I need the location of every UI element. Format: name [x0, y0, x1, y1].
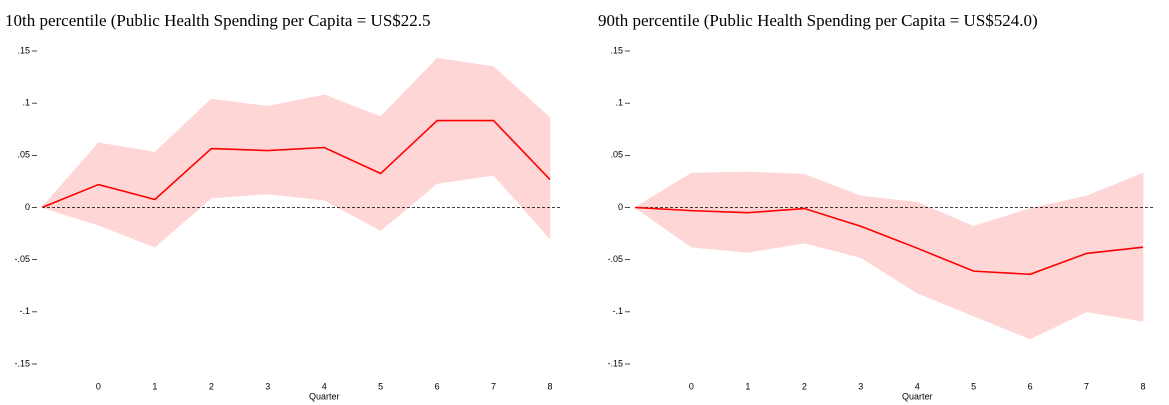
x-tick-label: 4	[915, 381, 920, 391]
x-tick-label: 3	[858, 381, 863, 391]
confidence-band	[1086, 172, 1144, 322]
x-tick-label: 7	[491, 381, 496, 391]
x-tick-label: 2	[209, 381, 214, 391]
x-tick-label: 7	[1084, 381, 1089, 391]
x-tick-label: 3	[265, 381, 270, 391]
x-tick-label: 0	[96, 381, 101, 391]
x-tick-label: 5	[378, 381, 383, 391]
x-axis-label: Quarter	[309, 391, 340, 401]
confidence-band	[804, 173, 862, 258]
y-tick-label: .15	[610, 45, 623, 55]
x-tick-label: 8	[1140, 381, 1145, 391]
y-tick-label: .05	[17, 150, 30, 160]
x-tick-label: 1	[745, 381, 750, 391]
y-tick-label: 0	[25, 202, 30, 212]
line	[41, 119, 551, 209]
y-tick-label: -.1	[19, 306, 30, 316]
chart-title: 90th percentile (Public Health Spending …	[598, 11, 1038, 30]
y-tick-label: .1	[22, 98, 30, 108]
confidence-band	[1029, 195, 1087, 340]
confidence-band	[380, 57, 438, 232]
x-axis-label: Quarter	[902, 391, 933, 401]
y-tick-label: -.15	[607, 358, 623, 368]
x-tick-label: 6	[1028, 381, 1033, 391]
y-tick-label: .05	[610, 150, 623, 160]
y-tick-label: -.1	[612, 306, 623, 316]
x-tick-label: 0	[689, 381, 694, 391]
x-tick-label: 6	[435, 381, 440, 391]
y-tick-label: .1	[615, 98, 623, 108]
confidence-band	[493, 65, 551, 240]
confidence-band	[98, 142, 156, 248]
y-tick-label: -.05	[14, 254, 30, 264]
line	[634, 206, 1144, 276]
confidence-band	[323, 94, 381, 231]
x-tick-label: 4	[322, 381, 327, 391]
x-tick-label: 5	[971, 381, 976, 391]
chart-title: 10th percentile (Public Health Spending …	[5, 11, 431, 30]
y-tick-label: -.05	[607, 254, 623, 264]
y-tick-label: .15	[17, 45, 30, 55]
x-tick-label: 1	[152, 381, 157, 391]
confidence-band	[41, 142, 99, 226]
x-tick-label: 2	[802, 381, 807, 391]
x-tick-label: 8	[547, 381, 552, 391]
y-tick-label: 0	[618, 202, 623, 212]
y-tick-label: -.15	[14, 358, 30, 368]
